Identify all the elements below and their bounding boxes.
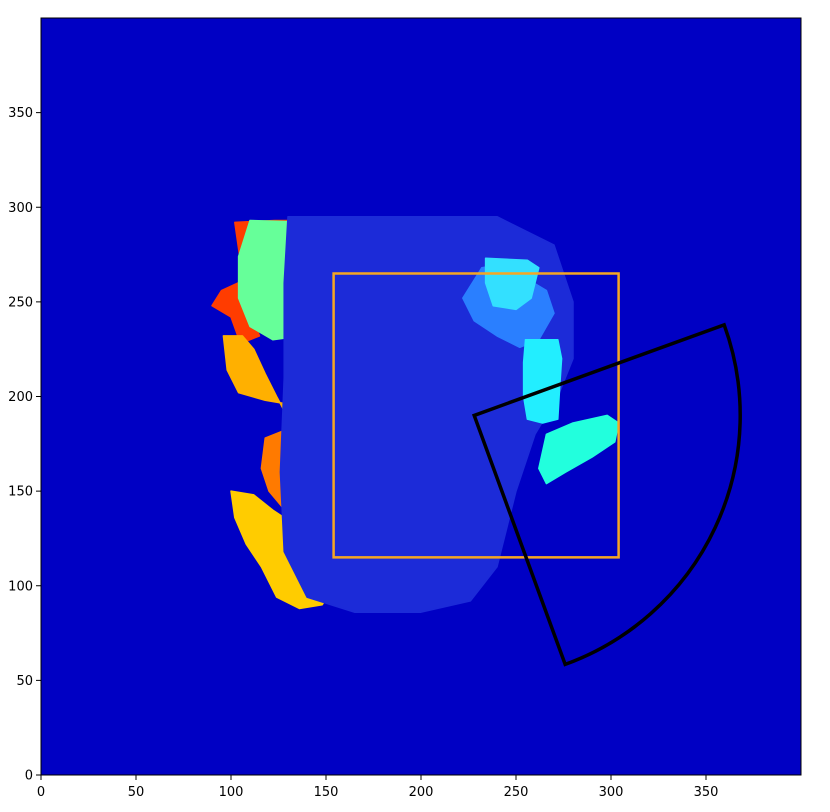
- y-axis: 0 50 100 150 200 250 300 350: [8, 106, 41, 784]
- y-tick-label: 150: [8, 485, 33, 500]
- heatmap-regions: [211, 215, 620, 613]
- region-tall-cyan-box: [522, 338, 563, 424]
- x-tick-label: 0: [37, 785, 45, 800]
- overlay-shapes: [332, 272, 742, 667]
- x-tick-label: 100: [219, 785, 244, 800]
- y-tick-label: 0: [25, 769, 33, 784]
- x-tick-label: 350: [694, 785, 719, 800]
- y-tick-label: 250: [8, 295, 33, 310]
- x-tick-label: 300: [599, 785, 624, 800]
- orange-rectangle: [332, 272, 620, 559]
- y-tick-label: 300: [8, 201, 33, 216]
- y-tick-label: 50: [16, 674, 33, 689]
- x-axis: 0 50 100 150 200 250 300 350: [37, 775, 719, 800]
- black-sector: [471, 322, 742, 667]
- x-tick-label: 50: [128, 785, 145, 800]
- y-tick-label: 200: [8, 390, 33, 405]
- y-tick-label: 100: [8, 579, 33, 594]
- x-tick-label: 250: [504, 785, 529, 800]
- x-tick-label: 150: [314, 785, 339, 800]
- region-small-cyan-box: [484, 257, 540, 311]
- region-right-fragment: [538, 414, 620, 485]
- y-tick-label: 350: [8, 106, 33, 121]
- x-tick-label: 200: [409, 785, 434, 800]
